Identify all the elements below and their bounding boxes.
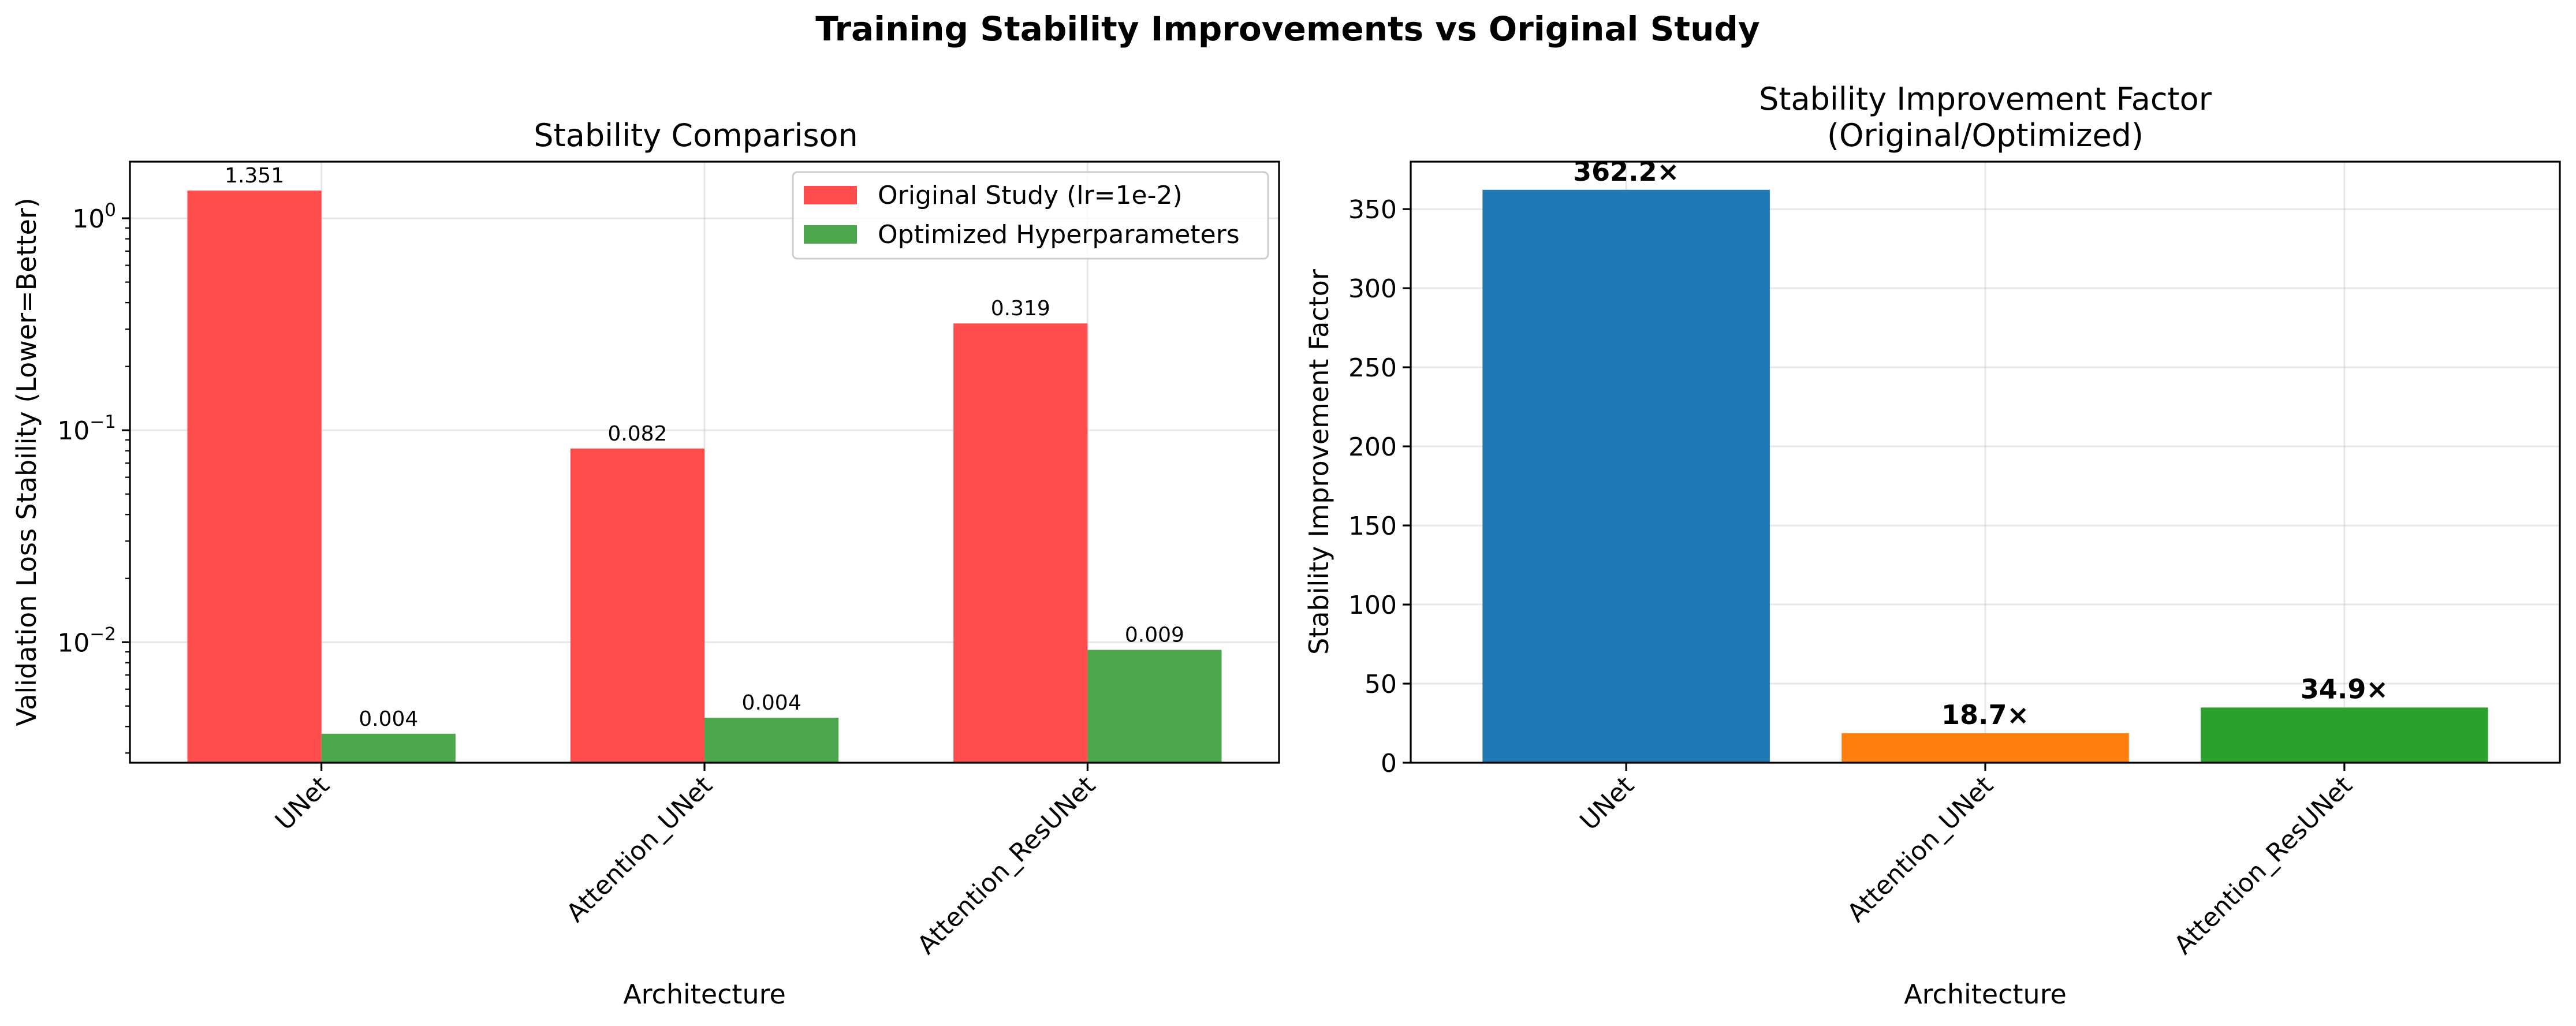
bar-value-label: 0.082 — [607, 422, 667, 446]
left-chart-title: Stability Comparison — [534, 117, 858, 154]
x-tick-label: Attention_ResUNet — [912, 771, 1101, 960]
y-tick-label: 50 — [1365, 670, 1397, 699]
y-tick-label: 100 — [72, 200, 116, 234]
y-tick-label: 350 — [1348, 195, 1397, 225]
y-tick-label: 300 — [1348, 274, 1397, 304]
bar-optimized — [704, 718, 839, 763]
right-y-axis-label: Stability Improvement Factor — [1303, 269, 1334, 655]
right-x-axis-label: Architecture — [1904, 979, 2067, 1010]
figure-title: Training Stability Improvements vs Origi… — [815, 9, 1759, 48]
legend-label-original: Original Study (lr=1e-2) — [878, 181, 1183, 210]
y-tick-label: 150 — [1348, 512, 1397, 541]
legend-box — [792, 171, 1269, 260]
x-tick-label: Attention_ResUNet — [2168, 771, 2358, 960]
bar-original — [953, 323, 1088, 763]
bar-improvement-factor — [1841, 733, 2129, 763]
x-tick-label: Attention_UNet — [1841, 771, 1999, 928]
bar-value-label: 0.319 — [991, 297, 1050, 320]
right-chart-title-line2: (Original/Optimized) — [1827, 117, 2143, 154]
bar-value-label: 0.004 — [359, 707, 418, 731]
right-x-ticks: UNet Attention_UNet Attention_ResUNet — [1574, 763, 2358, 960]
x-tick-label: UNet — [270, 771, 335, 836]
left-y-ticks: 10−2 10−1 100 — [57, 200, 130, 754]
legend-label-optimized: Optimized Hyperparameters — [878, 220, 1240, 249]
legend-swatch-optimized — [804, 225, 857, 244]
legend-swatch-original — [804, 186, 857, 204]
right-y-ticks: 0 50 100 150 200 250 300 350 — [1348, 195, 1411, 778]
bar-value-label: 0.004 — [742, 691, 801, 715]
y-tick-label: 0 — [1381, 749, 1397, 778]
bar-value-label: 18.7× — [1941, 699, 2029, 730]
bar-value-label: 0.009 — [1125, 624, 1184, 647]
left-bar-labels: 1.351 0.082 0.319 0.004 0.004 0.009 — [225, 164, 1184, 731]
bar-original — [570, 448, 704, 763]
y-tick-label: 10−1 — [57, 412, 116, 446]
stability-comparison-chart: Stability Comparison 1.351 0.082 0.319 0.00… — [11, 117, 1280, 1010]
improvement-factor-chart: Stability Improvement Factor (Original/O… — [1303, 81, 2561, 1010]
bar-original — [187, 191, 322, 763]
y-tick-label: 250 — [1348, 353, 1397, 383]
y-tick-label: 10−2 — [57, 624, 116, 658]
bar-value-label: 362.2× — [1573, 156, 1679, 187]
bar-optimized — [321, 733, 456, 763]
left-bars — [187, 191, 1222, 763]
left-x-ticks: UNet Attention_UNet Attention_ResUNet — [270, 763, 1101, 960]
x-tick-label: UNet — [1574, 771, 1639, 836]
left-legend: Original Study (lr=1e-2) Optimized Hyper… — [792, 171, 1269, 260]
y-tick-label: 100 — [1348, 591, 1397, 620]
bar-improvement-factor — [1482, 189, 1770, 763]
left-x-axis-label: Architecture — [623, 979, 786, 1010]
bar-value-label: 1.351 — [225, 164, 284, 188]
right-chart-title-line1: Stability Improvement Factor — [1759, 81, 2212, 117]
x-tick-label: Attention_UNet — [561, 771, 718, 928]
bar-improvement-factor — [2201, 707, 2488, 763]
left-y-axis-label: Validation Loss Stability (Lower=Better) — [11, 197, 42, 726]
right-bars — [1482, 189, 2488, 763]
bar-value-label: 34.9× — [2301, 673, 2388, 704]
y-tick-label: 200 — [1348, 432, 1397, 462]
bar-optimized — [1087, 650, 1222, 763]
